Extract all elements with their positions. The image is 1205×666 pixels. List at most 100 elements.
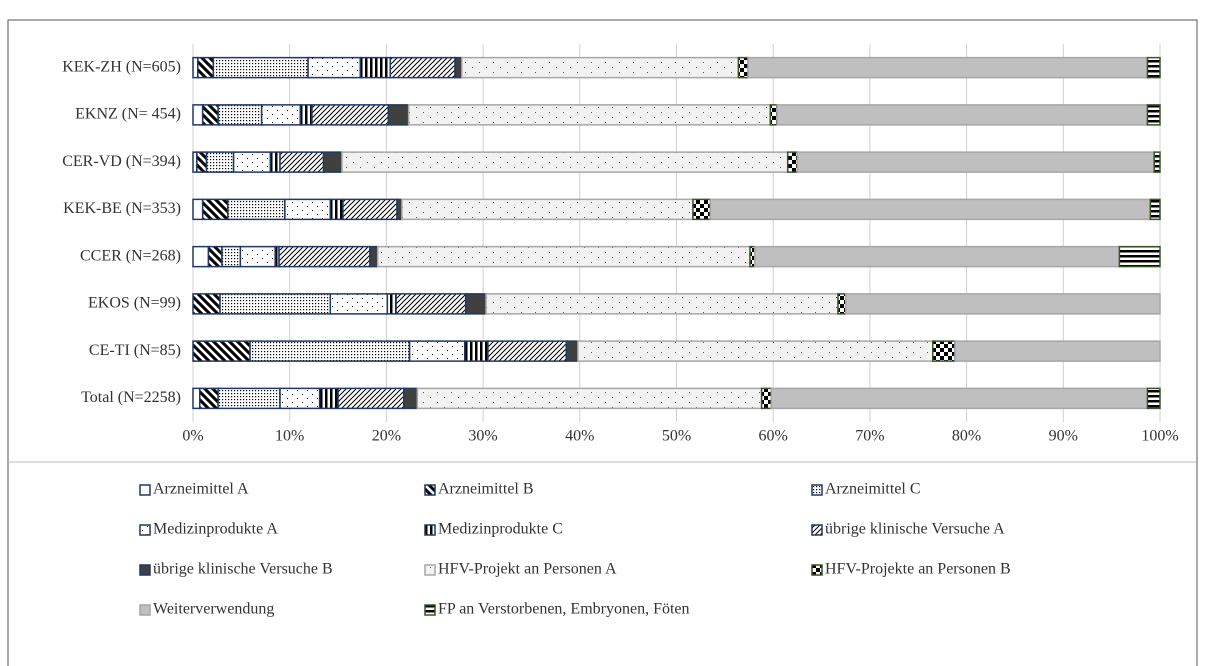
x-tick-label: 30%	[468, 428, 497, 445]
bar-segment	[786, 151, 799, 173]
y-tick-label: EKOS (N=99)	[88, 295, 181, 312]
bar-segment	[284, 198, 332, 221]
bar-segment	[197, 56, 215, 79]
legend-swatch	[811, 564, 823, 576]
bar-segment	[307, 56, 362, 79]
bar-segment	[1153, 151, 1161, 173]
bar-segment	[776, 104, 1149, 126]
bar-segment	[201, 104, 219, 126]
bar-segment	[485, 293, 839, 315]
bar-segment	[192, 387, 201, 410]
y-tick-label: CE-TI (N=85)	[89, 342, 181, 359]
bar-segment	[487, 340, 568, 362]
bar-segment	[329, 293, 389, 315]
bar-segment	[279, 387, 321, 410]
bar-segment	[464, 293, 487, 315]
y-tick-label: CER-VD (N=394)	[62, 153, 181, 170]
bar-segment	[278, 245, 371, 268]
bar-segment	[221, 245, 242, 268]
bar-segment	[212, 56, 309, 79]
bar-segment	[386, 293, 397, 315]
bar-segment	[387, 104, 410, 126]
bar-segment	[329, 198, 344, 221]
bar-segment	[311, 104, 390, 126]
bar-segment	[192, 198, 204, 221]
y-tick-label: KEK-ZH (N=605)	[62, 58, 181, 75]
bar-segment	[403, 387, 419, 410]
legend-swatch	[811, 484, 823, 496]
bar-segment	[577, 340, 934, 362]
bar-segment	[369, 245, 379, 268]
bar-segment	[260, 104, 302, 126]
bar-segment	[760, 387, 773, 410]
bar-segment	[269, 151, 281, 173]
legend-swatch	[424, 524, 436, 536]
bar-segment	[932, 340, 956, 362]
bar-segment	[709, 198, 1152, 221]
bar-segment	[239, 245, 276, 268]
bar-segment	[389, 56, 456, 79]
bar-segment	[844, 293, 1161, 315]
bar-segment	[1149, 198, 1161, 221]
legend-label: Arzneimittel C	[825, 481, 921, 498]
y-tick-label: Total (N=2258)	[81, 389, 181, 406]
legend-label: Medizinprodukte C	[438, 521, 563, 538]
bar-segment	[837, 293, 847, 315]
bar-segment	[770, 387, 1149, 410]
bar-segment	[954, 340, 1161, 362]
bar-segment	[192, 245, 210, 268]
x-tick-label: 90%	[1049, 428, 1078, 445]
legend-label: übrige klinische Versuche A	[825, 521, 1005, 538]
bar-segment	[769, 104, 778, 126]
bar-segment	[1146, 56, 1161, 79]
legend-label: Arzneimittel A	[153, 481, 249, 498]
legend-swatch	[811, 524, 823, 536]
bar-segment	[407, 104, 772, 126]
x-tick-label: 0%	[182, 428, 203, 445]
bar-segment	[232, 151, 272, 173]
bar-segment	[199, 387, 219, 410]
bar-segment	[461, 56, 740, 79]
x-tick-label: 100%	[1141, 428, 1178, 445]
x-tick-label: 40%	[565, 428, 594, 445]
bar-segment	[454, 56, 463, 79]
legend-label: Medizinprodukte A	[153, 521, 278, 538]
bar-segment	[217, 387, 281, 410]
x-tick-label: 70%	[855, 428, 884, 445]
bar-segment	[207, 245, 223, 268]
bar-segment	[322, 151, 343, 173]
bar-segment	[796, 151, 1155, 173]
legend-label: HFV-Projekt an Personen A	[438, 561, 617, 578]
bar-segment	[337, 387, 405, 410]
bar-segment	[376, 245, 751, 268]
bar-segment	[192, 104, 204, 126]
x-tick-label: 80%	[952, 428, 981, 445]
legend-swatch	[424, 604, 436, 616]
bar-segment	[754, 245, 1121, 268]
bar-segment	[416, 387, 763, 410]
bar-segment	[1118, 245, 1161, 268]
x-tick-label: 50%	[662, 428, 691, 445]
legend-label: Arzneimittel B	[438, 481, 534, 498]
y-tick-label: EKNZ (N= 454)	[75, 106, 181, 123]
y-tick-label: KEK-BE (N=353)	[63, 200, 181, 217]
bar-segment	[249, 340, 411, 362]
legend-label: HFV-Projekte an Personen B	[825, 561, 1011, 578]
bar-segment	[692, 198, 712, 221]
bar-segment	[299, 104, 313, 126]
bar-segment	[463, 340, 489, 362]
legend-label: Weiterverwendung	[153, 601, 274, 618]
bar-segment	[192, 293, 221, 315]
bar-segment	[227, 198, 286, 221]
x-tick-label: 60%	[759, 428, 788, 445]
legend-swatch	[139, 524, 151, 536]
legend-swatch	[424, 484, 436, 496]
bar-segment	[279, 151, 325, 173]
bar-segment	[318, 387, 339, 410]
bar-segment	[359, 56, 392, 79]
legend-swatch	[139, 604, 151, 616]
bar-segment	[408, 340, 466, 362]
y-tick-label: CCER (N=268)	[80, 247, 181, 264]
bar-segment	[196, 151, 208, 173]
bar-segment	[565, 340, 579, 362]
